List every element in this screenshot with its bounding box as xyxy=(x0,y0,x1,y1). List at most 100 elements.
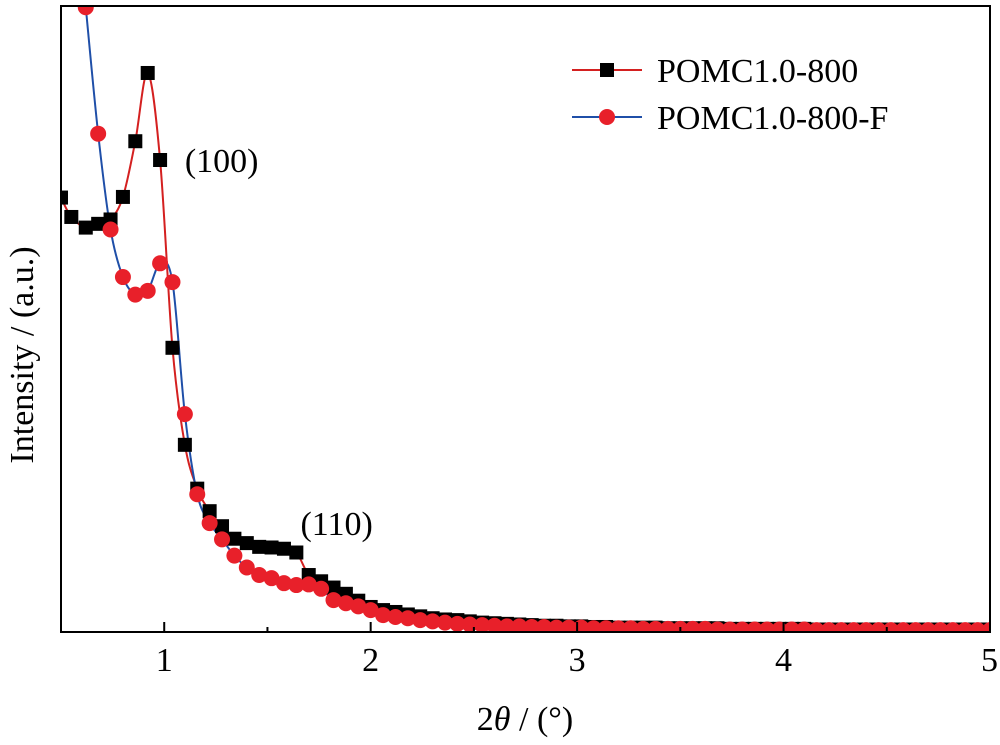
data-point-s1-42 xyxy=(598,620,615,632)
data-point-s1-20 xyxy=(325,592,342,609)
data-point-s1-25 xyxy=(387,608,404,625)
legend-marker-pomc1-0-800-f xyxy=(599,109,615,125)
data-point-s1-70 xyxy=(944,622,961,632)
data-point-s1-3 xyxy=(114,269,131,286)
data-point-s1-71 xyxy=(957,622,974,632)
x-axis-title-theta: θ xyxy=(494,701,511,738)
data-point-s1-35 xyxy=(511,618,528,632)
data-point-s1-61 xyxy=(833,622,850,632)
data-point-s0-19 xyxy=(289,545,304,560)
data-point-s1-68 xyxy=(920,622,937,632)
data-point-s1-46 xyxy=(647,620,664,632)
data-point-s0-6 xyxy=(128,134,143,149)
data-point-s0-16 xyxy=(252,539,267,554)
data-point-s1-67 xyxy=(907,622,924,632)
data-point-s1-64 xyxy=(870,622,887,632)
data-point-s0-7 xyxy=(140,65,155,80)
x-tick-label-2: 2 xyxy=(362,642,379,679)
data-point-s1-52 xyxy=(721,621,738,632)
data-point-s1-13 xyxy=(238,559,255,576)
data-point-s1-28 xyxy=(424,613,441,630)
data-point-s1-2 xyxy=(102,221,119,238)
data-point-s1-19 xyxy=(313,580,330,597)
data-point-s1-26 xyxy=(399,610,416,627)
data-point-s1-47 xyxy=(659,620,676,632)
data-point-s1-7 xyxy=(164,274,181,291)
annotation-100: (100) xyxy=(185,143,259,180)
data-point-s1-73 xyxy=(982,622,990,632)
data-point-s1-37 xyxy=(536,618,553,632)
data-point-s1-48 xyxy=(672,620,689,632)
x-tick-label-4: 4 xyxy=(775,642,792,679)
data-point-s1-44 xyxy=(622,620,639,632)
data-point-s0-12 xyxy=(202,504,217,519)
data-point-s1-29 xyxy=(436,614,453,631)
data-point-s1-15 xyxy=(263,570,280,587)
x-axis-title: 2θ / (°) xyxy=(477,701,573,738)
data-point-s1-0 xyxy=(77,6,94,16)
data-point-s1-41 xyxy=(585,620,602,632)
data-point-s1-72 xyxy=(969,622,986,632)
data-point-s1-36 xyxy=(523,618,540,632)
data-point-s1-38 xyxy=(548,619,565,632)
x-axis-title-unit: / (°) xyxy=(511,701,574,738)
data-point-s0-5 xyxy=(115,189,130,204)
data-point-s1-63 xyxy=(858,622,875,632)
data-point-s1-23 xyxy=(362,602,379,619)
data-point-s1-51 xyxy=(709,621,726,632)
data-point-s1-9 xyxy=(189,486,206,503)
data-point-s1-50 xyxy=(697,620,714,632)
data-point-s0-9 xyxy=(165,340,180,355)
x-axis-title-prefix: 2 xyxy=(477,701,494,738)
plot-frame xyxy=(60,5,991,633)
x-tick-label-1: 1 xyxy=(156,642,173,679)
x-tick-label-3: 3 xyxy=(569,642,586,679)
data-point-s1-16 xyxy=(275,575,292,592)
x-axis: 1 2 3 4 5 xyxy=(156,622,998,679)
data-point-s1-53 xyxy=(734,621,751,632)
data-point-s0-15 xyxy=(239,536,254,551)
data-point-s1-39 xyxy=(560,619,577,632)
data-point-s0-8 xyxy=(153,153,168,167)
data-point-s1-24 xyxy=(375,607,392,624)
data-point-s1-54 xyxy=(746,621,763,632)
legend-label-pomc1-0-800: POMC1.0-800 xyxy=(657,53,858,90)
plot-area xyxy=(61,6,990,632)
data-point-s0-2 xyxy=(78,220,93,235)
y-axis-title: Intensity / (a.u.) xyxy=(4,246,41,463)
data-point-s1-11 xyxy=(214,531,231,548)
data-point-s0-17 xyxy=(264,540,279,555)
data-point-s1-22 xyxy=(350,598,367,615)
data-point-s0-13 xyxy=(215,519,230,534)
legend: POMC1.0-800 POMC1.0-800-F xyxy=(572,53,888,137)
data-point-s1-21 xyxy=(337,595,354,612)
data-point-s0-3 xyxy=(91,216,106,231)
legend-marker-pomc1-0-800 xyxy=(600,63,614,77)
x-tick-label-5: 5 xyxy=(981,642,998,679)
series-markers-pomc1-0-800-f xyxy=(77,6,990,632)
data-point-s1-66 xyxy=(895,622,912,632)
data-point-s1-55 xyxy=(759,621,776,632)
data-point-s1-5 xyxy=(139,282,156,299)
data-point-s0-14 xyxy=(227,531,242,546)
data-point-s1-58 xyxy=(796,621,813,632)
legend-label-pomc1-0-800-f: POMC1.0-800-F xyxy=(657,100,888,137)
data-point-s1-27 xyxy=(412,612,429,629)
data-point-s1-12 xyxy=(226,547,243,564)
data-point-s1-6 xyxy=(152,255,169,272)
data-point-s1-43 xyxy=(610,620,627,632)
data-point-s1-60 xyxy=(820,622,837,632)
data-point-s1-4 xyxy=(127,286,144,303)
data-point-s1-10 xyxy=(201,515,218,532)
data-point-s1-69 xyxy=(932,622,949,632)
data-point-s1-59 xyxy=(808,622,825,632)
data-point-s0-1 xyxy=(64,209,79,224)
data-point-s0-10 xyxy=(177,437,192,452)
data-point-s1-49 xyxy=(684,620,701,632)
data-point-s1-32 xyxy=(474,617,491,632)
data-point-s0-18 xyxy=(276,541,291,556)
data-point-s1-62 xyxy=(845,622,862,632)
data-point-s1-57 xyxy=(783,621,800,632)
data-point-s0-0 xyxy=(61,190,68,205)
